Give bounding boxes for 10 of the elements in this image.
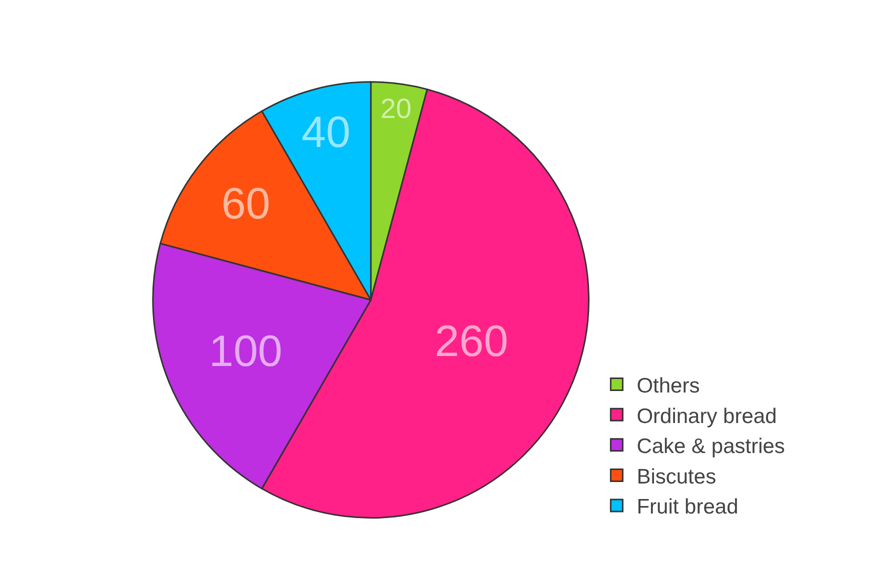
data-label: 20 xyxy=(380,93,412,124)
legend-label: Others xyxy=(636,374,700,398)
data-label: 260 xyxy=(434,317,508,366)
legend-label: Biscutes xyxy=(636,465,716,488)
legend-label: Fruit bread xyxy=(636,496,738,519)
legend-label: Ordinary bread xyxy=(636,404,777,428)
data-label: 60 xyxy=(221,179,270,228)
data-label: 40 xyxy=(302,108,351,158)
data-label: 100 xyxy=(208,327,282,376)
legend-label: Cake & pastries xyxy=(636,435,785,458)
